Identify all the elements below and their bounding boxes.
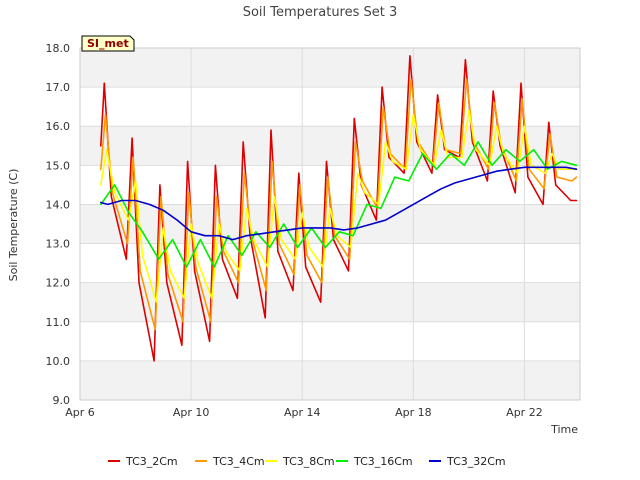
site-label-box: SI_met xyxy=(81,35,135,52)
x-tick-label: Apr 22 xyxy=(506,406,543,419)
legend-item: TC3_4Cm xyxy=(195,455,265,468)
x-tick-label: Apr 6 xyxy=(65,406,95,419)
plot-background xyxy=(80,48,580,400)
y-axis-title: Soil Temperature (C) xyxy=(7,169,20,282)
y-tick-label: 18.0 xyxy=(46,42,71,55)
y-tick-label: 12.0 xyxy=(46,277,71,290)
y-tick-label: 14.0 xyxy=(46,198,71,211)
legend-item: TC3_16Cm xyxy=(336,455,413,468)
series-layer xyxy=(100,54,578,362)
y-tick-label: 15.0 xyxy=(46,159,71,172)
x-tick-label: Apr 10 xyxy=(173,406,210,419)
plot-band xyxy=(80,48,580,88)
plot-band xyxy=(80,126,580,166)
x-axis-title: Time xyxy=(550,423,578,436)
x-tick-label: Apr 14 xyxy=(284,406,321,419)
chart-title: Soil Temperatures Set 3 xyxy=(243,5,398,20)
legend-item: TC3_8Cm xyxy=(265,455,335,468)
y-tick-label: 9.0 xyxy=(53,394,71,407)
y-tick-label: 13.0 xyxy=(46,238,71,251)
series-line-tc3-4cm xyxy=(100,78,578,331)
site-label: SI_met xyxy=(87,37,129,50)
legend-label: TC3_4Cm xyxy=(212,455,265,468)
x-tick-label: Apr 18 xyxy=(395,406,432,419)
y-tick-label: 17.0 xyxy=(46,81,71,94)
y-axis-ticks: 9.0 10.0 11.0 12.0 13.0 14.0 15.0 16.0 17.0 18.0 xyxy=(46,42,71,407)
axes xyxy=(79,47,581,401)
x-axis-ticks: Apr 6 Apr 10 Apr 14 Apr 18 Apr 22 xyxy=(65,406,542,419)
plot-band xyxy=(80,360,580,400)
plot-band xyxy=(80,282,580,322)
plot-frame xyxy=(79,47,581,401)
series-line-tc3-16cm xyxy=(100,141,578,268)
legend-label: TC3_16Cm xyxy=(353,455,413,468)
legend-label: TC3_32Cm xyxy=(446,455,506,468)
legend-item: TC3_32Cm xyxy=(429,455,506,468)
y-tick-label: 11.0 xyxy=(46,316,71,329)
series-line-tc3-32cm xyxy=(100,166,578,241)
legend-label: TC3_8Cm xyxy=(282,455,335,468)
legend-label: TC3_2Cm xyxy=(125,455,178,468)
y-tick-label: 10.0 xyxy=(46,355,71,368)
legend: TC3_2Cm TC3_4Cm TC3_8Cm TC3_16Cm TC3_32Cm xyxy=(108,455,506,468)
y-tick-label: 16.0 xyxy=(46,120,71,133)
legend-item: TC3_2Cm xyxy=(108,455,178,468)
site-label-background xyxy=(81,35,135,52)
